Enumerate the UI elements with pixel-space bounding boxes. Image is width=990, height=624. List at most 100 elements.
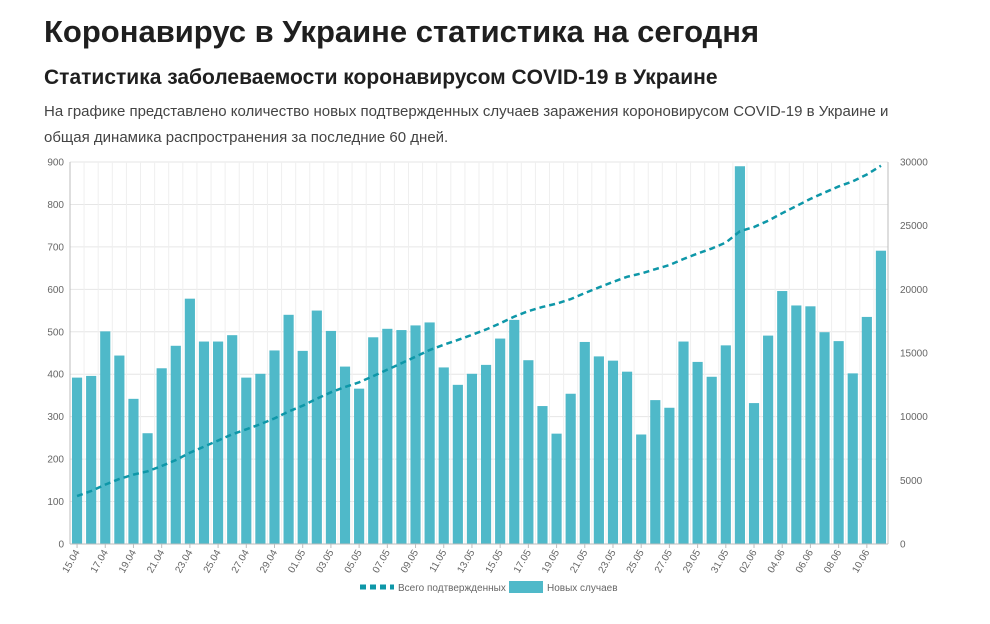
x-tick-label: 17.05 bbox=[512, 548, 534, 576]
bar-new-cases bbox=[650, 400, 661, 544]
bar-new-cases bbox=[537, 406, 548, 544]
x-tick-label: 19.04 bbox=[117, 548, 139, 576]
bar-new-cases bbox=[142, 433, 153, 544]
x-tick-label: 15.04 bbox=[61, 548, 83, 576]
x-tick-label: 15.05 bbox=[484, 548, 506, 576]
x-tick-label: 08.06 bbox=[822, 548, 844, 576]
x-tick-label: 07.05 bbox=[371, 548, 393, 576]
y-right-tick-label: 0 bbox=[900, 540, 906, 551]
bar-new-cases bbox=[509, 319, 520, 544]
covid-cases-chart: 0 100 200 300 400 500 600 700 800 900 0 5000 10000 15… bbox=[47, 158, 928, 595]
bar-new-cases bbox=[734, 166, 745, 544]
legend-item-new[interactable]: Новых случаев bbox=[509, 581, 618, 594]
bar-new-cases bbox=[311, 310, 322, 544]
chart-legend[interactable]: Всего подтвержденных Новых случаев bbox=[360, 581, 618, 594]
chart-subtitle: Статистика заболеваемости коронавирусом … bbox=[44, 66, 718, 89]
bar-new-cases bbox=[636, 434, 647, 544]
x-tick-label: 27.05 bbox=[653, 548, 675, 576]
y-left-tick-label: 300 bbox=[47, 412, 64, 423]
bar-new-cases bbox=[452, 384, 463, 544]
line-total-confirmed-path bbox=[76, 164, 882, 498]
x-tick-label: 21.05 bbox=[568, 548, 590, 576]
bar-new-cases bbox=[325, 330, 336, 544]
chart-description: На графике представлено количество новых… bbox=[44, 103, 889, 146]
x-tick-label: 05.05 bbox=[343, 548, 365, 576]
y-right-tick-label: 15000 bbox=[900, 349, 928, 360]
y-right-tick-label: 25000 bbox=[900, 221, 928, 232]
x-tick-label: 23.05 bbox=[597, 548, 619, 576]
x-tick-label: 11.05 bbox=[428, 548, 450, 575]
bar-new-cases bbox=[241, 377, 252, 544]
bar-new-cases bbox=[382, 328, 393, 544]
x-tick-label: 06.06 bbox=[794, 548, 816, 576]
bar-new-cases bbox=[410, 325, 421, 544]
bar-new-cases bbox=[213, 341, 224, 544]
bar-new-cases bbox=[748, 403, 760, 544]
y-left-tick-label: 400 bbox=[47, 370, 64, 381]
bar-new-cases bbox=[368, 337, 379, 544]
x-tick-label: 02.06 bbox=[738, 548, 760, 576]
x-tick-label: 09.05 bbox=[399, 548, 421, 576]
y-right-tick-label: 5000 bbox=[900, 476, 923, 487]
bar-new-cases bbox=[579, 341, 590, 544]
line-total-confirmed bbox=[76, 164, 882, 498]
y-left-tick-label: 100 bbox=[47, 497, 64, 508]
bar-new-cases bbox=[466, 373, 478, 544]
x-tick-label: 23.04 bbox=[173, 548, 195, 576]
x-tick-label: 25.05 bbox=[625, 548, 647, 576]
x-tick-label: 04.06 bbox=[766, 548, 788, 576]
bar-new-cases bbox=[523, 360, 534, 544]
x-tick-label: 27.04 bbox=[230, 548, 252, 576]
bar-new-cases bbox=[297, 350, 308, 544]
bar-new-cases bbox=[156, 368, 167, 544]
bar-new-cases bbox=[593, 356, 604, 544]
bar-new-cases bbox=[438, 367, 449, 544]
bar-new-cases bbox=[607, 360, 619, 544]
bar-new-cases bbox=[170, 345, 181, 544]
x-tick-label: 21.04 bbox=[145, 548, 167, 576]
bars-new-cases bbox=[71, 166, 887, 544]
bar-new-cases bbox=[227, 335, 238, 544]
y-left-tick-label: 200 bbox=[47, 455, 64, 466]
bar-new-cases bbox=[283, 314, 294, 544]
bar-new-cases bbox=[692, 361, 703, 544]
x-tick-label: 31.05 bbox=[709, 548, 731, 576]
x-tick-label: 19.05 bbox=[540, 548, 562, 576]
bar-new-cases bbox=[861, 316, 872, 544]
y-left-tick-label: 500 bbox=[47, 327, 64, 338]
chart-grid bbox=[69, 161, 889, 545]
y-left-tick-label: 800 bbox=[47, 200, 64, 211]
x-tick-label: 01.05 bbox=[286, 548, 308, 576]
bar-new-cases bbox=[354, 388, 365, 544]
x-tick-label: 25.04 bbox=[202, 548, 224, 576]
bar-new-cases bbox=[791, 305, 802, 544]
legend-label-total: Всего подтвержденных bbox=[398, 583, 506, 594]
legend-label-new: Новых случаев bbox=[547, 583, 618, 594]
bar-new-cases bbox=[128, 398, 139, 544]
y-right-tick-label: 10000 bbox=[900, 412, 928, 423]
bar-new-cases bbox=[339, 366, 351, 544]
bar-new-cases bbox=[86, 375, 97, 544]
bar-new-cases bbox=[480, 364, 492, 544]
x-tick-label: 29.05 bbox=[681, 548, 703, 576]
bar-new-cases bbox=[678, 341, 689, 544]
bar-new-cases bbox=[100, 331, 111, 544]
legend-item-total[interactable]: Всего подтвержденных bbox=[360, 583, 506, 594]
bar-new-cases bbox=[777, 291, 788, 544]
y-left-tick-label: 0 bbox=[58, 540, 64, 551]
bar-new-cases bbox=[255, 373, 266, 544]
bar-new-cases bbox=[184, 298, 195, 544]
bar-new-cases bbox=[805, 306, 816, 544]
y-left-tick-label: 600 bbox=[47, 285, 64, 296]
bar-new-cases bbox=[565, 393, 576, 544]
bar-new-cases bbox=[706, 376, 717, 544]
bar-new-cases bbox=[71, 377, 83, 544]
bar-new-cases bbox=[847, 373, 858, 544]
bar-new-cases bbox=[622, 371, 633, 544]
x-tick-label: 10.06 bbox=[850, 548, 872, 576]
bar-new-cases bbox=[114, 355, 125, 544]
x-tick-label: 17.04 bbox=[89, 548, 111, 576]
page-title: Коронавирус в Украине статистика на сего… bbox=[44, 14, 760, 49]
y-right-tick-label: 30000 bbox=[900, 158, 928, 169]
bar-new-cases bbox=[875, 250, 887, 544]
